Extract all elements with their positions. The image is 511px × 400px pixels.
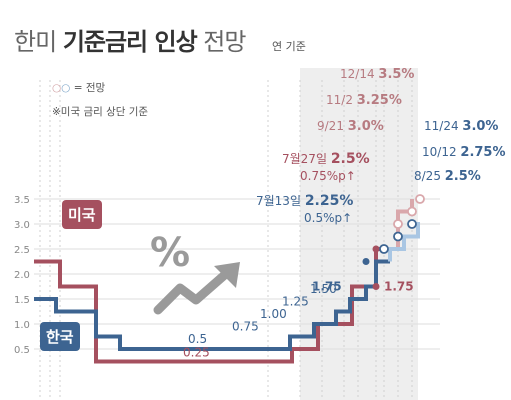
us-dec14-label: 12/14 3.5% <box>340 67 414 82</box>
legend-kr-forecast-circle: ○ <box>61 82 71 94</box>
us-forecast-point <box>393 219 403 229</box>
korea-forecast-point <box>379 244 389 254</box>
korea-value-label: 0.5 <box>188 332 207 346</box>
us-point <box>372 245 380 253</box>
footnote: ※미국 금리 상단 기준 <box>52 106 149 118</box>
korea-value-label: 1.25 <box>282 295 309 309</box>
us-value-label: 0.25 <box>183 346 210 360</box>
y-tick-label: 2.5 <box>14 245 30 256</box>
icon-part: % <box>150 230 190 276</box>
us-point <box>372 283 380 290</box>
legend-us-forecast-circle: ○ <box>52 82 62 94</box>
korea-value-label: 0.75 <box>232 320 259 334</box>
y-tick-label: 0.5 <box>14 345 30 356</box>
korea-forecast-line <box>388 222 420 262</box>
korea-value-label: 1.00 <box>260 307 287 321</box>
us-forecast-point <box>407 206 417 217</box>
percent-trend-up-icon: % <box>150 230 240 315</box>
y-tick-label: 3.0 <box>14 220 30 231</box>
korea-value-label: 1.75 <box>312 280 342 294</box>
us-forecast-point <box>415 194 425 204</box>
korea-value-label: 1.50 <box>310 282 337 296</box>
title-main: 기준금리 인상 <box>62 28 198 56</box>
korea-forecast-point <box>393 231 403 242</box>
us-july27-change: 0.75%p↑ <box>300 169 356 183</box>
y-tick-label: 1.0 <box>14 320 30 331</box>
korea-nov24-label: 11/24 3.0% <box>424 119 498 134</box>
y-tick-label: 1.5 <box>14 295 30 306</box>
korea-rate-line <box>34 259 390 351</box>
legend-text: = 전망 <box>73 82 106 94</box>
us-july27-label: 7월27일 2.5% <box>282 151 370 167</box>
chart-title: 한미 기준금리 인상 전망 <box>14 22 246 57</box>
korea-forecast-point <box>407 219 417 229</box>
title-suffix: 전망 <box>203 28 246 56</box>
korea-aug25-label: 8/25 2.5% <box>414 169 481 184</box>
icon-part <box>214 262 240 288</box>
korea-point <box>362 258 370 265</box>
us-sep21-label: 9/21 3.0% <box>317 119 384 134</box>
korea-oct12-label: 10/12 2.75% <box>422 145 506 160</box>
title-prefix: 한미 <box>14 28 57 56</box>
us-nov2-label: 11/2 3.25% <box>326 93 402 108</box>
us-value-label: 1.75 <box>384 280 414 294</box>
korea-july13-label: 7월13일 2.25% <box>256 193 353 209</box>
legend: ○○ = 전망 <box>52 80 105 95</box>
y-tick-label: 2.0 <box>14 270 30 281</box>
icon-part <box>153 267 233 315</box>
us-series-tag: 미국 <box>62 200 102 229</box>
korea-series-tag: 한국 <box>40 322 80 351</box>
y-tick-label: 3.5 <box>14 195 30 206</box>
korea-july13-change: 0.5%p↑ <box>304 211 352 225</box>
unit-label: 연 기준 <box>272 40 306 53</box>
